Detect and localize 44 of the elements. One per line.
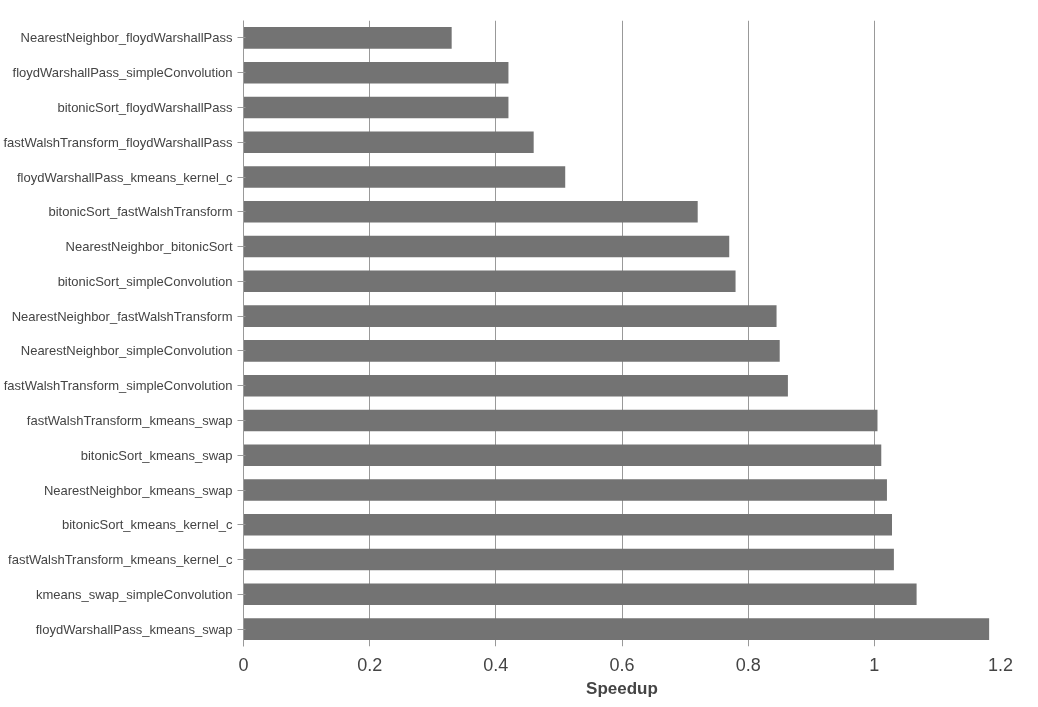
y-tick-label: floydWarshallPass_simpleConvolution bbox=[12, 65, 233, 81]
y-tick-label: bitonicSort_floydWarshallPass bbox=[57, 99, 233, 115]
bar bbox=[243, 61, 509, 84]
bar bbox=[243, 235, 730, 258]
bar bbox=[243, 479, 887, 501]
y-tick-label: fastWalshTransform_kmeans_kernel_c bbox=[8, 552, 233, 568]
bar bbox=[243, 514, 892, 536]
y-tick-label: NearestNeighbor_simpleConvolution bbox=[20, 343, 233, 359]
x-tick-label: 0.6 bbox=[609, 654, 635, 675]
y-tick-label: fastWalshTransform_floydWarshallPass bbox=[3, 134, 233, 150]
x-axis-title: Speedup bbox=[586, 678, 658, 698]
y-tick-label: fastWalshTransform_kmeans_swap bbox=[26, 412, 233, 428]
bar bbox=[243, 201, 698, 223]
bar bbox=[243, 444, 882, 466]
y-tick-label: NearestNeighbor_kmeans_swap bbox=[43, 482, 233, 498]
bar bbox=[243, 548, 894, 571]
y-tick-label: fastWalshTransform_simpleConvolution bbox=[3, 378, 233, 394]
y-tick-label: NearestNeighbor_floydWarshallPass bbox=[20, 30, 233, 46]
x-tick-label: 1.2 bbox=[987, 654, 1014, 675]
y-tick-label: floydWarshallPass_kmeans_swap bbox=[35, 621, 233, 637]
y-tick-label: NearestNeighbor_bitonicSort bbox=[65, 239, 233, 255]
x-tick-label: 1 bbox=[869, 654, 880, 675]
x-tick-label: 0.8 bbox=[735, 654, 761, 675]
y-tick-label: floydWarshallPass_kmeans_kernel_c bbox=[16, 169, 233, 185]
bar bbox=[243, 409, 878, 432]
bar bbox=[243, 131, 534, 153]
bar bbox=[243, 270, 736, 293]
bar bbox=[243, 96, 509, 119]
bar bbox=[243, 583, 917, 606]
y-tick-label: bitonicSort_kmeans_kernel_c bbox=[61, 517, 233, 533]
bar bbox=[243, 340, 780, 362]
bar bbox=[243, 618, 990, 640]
y-tick-label: kmeans_swap_simpleConvolution bbox=[35, 586, 233, 602]
x-tick-label: 0 bbox=[238, 654, 249, 675]
bar bbox=[243, 166, 566, 188]
x-tick-label: 0.4 bbox=[483, 654, 509, 675]
y-tick-label: bitonicSort_kmeans_swap bbox=[80, 447, 233, 463]
x-tick-label: 0.2 bbox=[357, 654, 383, 675]
bar bbox=[243, 374, 788, 397]
bar bbox=[243, 27, 452, 49]
bar bbox=[243, 305, 777, 327]
y-tick-label: NearestNeighbor_fastWalshTransform bbox=[11, 308, 233, 324]
y-tick-label: bitonicSort_simpleConvolution bbox=[57, 273, 233, 289]
y-tick-label: bitonicSort_fastWalshTransform bbox=[48, 204, 233, 220]
